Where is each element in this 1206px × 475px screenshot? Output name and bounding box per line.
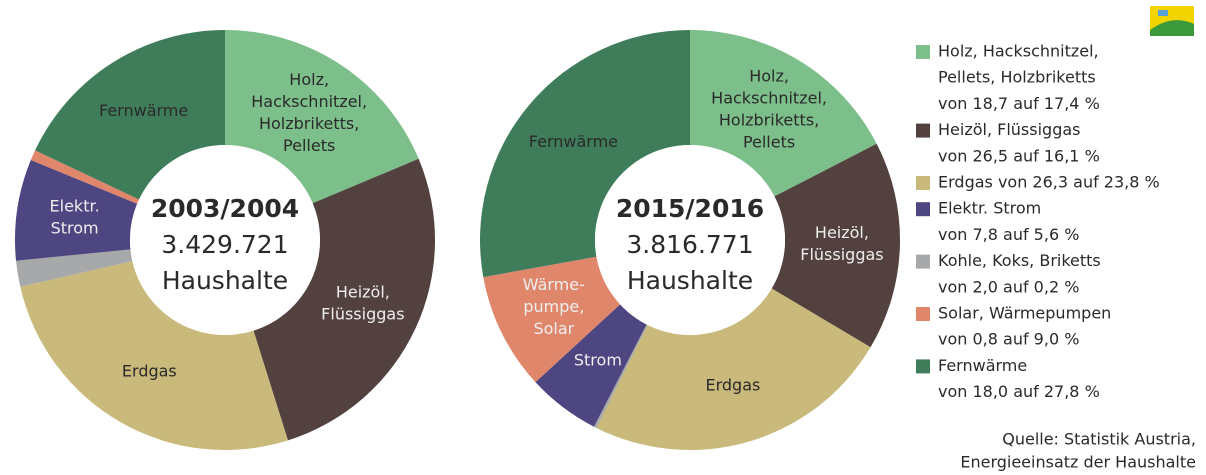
slice-label: Fernwärme bbox=[99, 101, 188, 120]
center-title: 2003/2004 bbox=[151, 194, 299, 223]
slice-label: Pellets bbox=[743, 133, 795, 152]
slice-label: Holzbriketts, bbox=[259, 114, 359, 133]
slice-label: Strom bbox=[574, 350, 622, 369]
legend-swatch bbox=[916, 307, 930, 321]
legend-swatch bbox=[916, 45, 930, 59]
slice-label: Solar bbox=[533, 319, 574, 338]
legend-swatch bbox=[916, 123, 930, 138]
slice-label: Erdgas bbox=[705, 375, 760, 394]
legend-text: von 0,8 auf 9,0 % bbox=[938, 330, 1079, 349]
donut-slice bbox=[253, 158, 436, 441]
legend-text: von 2,0 auf 0,2 % bbox=[938, 277, 1079, 296]
legend-text: Elektr. Strom bbox=[938, 199, 1041, 218]
donut-slice bbox=[15, 160, 138, 261]
center-title: 2015/2016 bbox=[616, 194, 764, 223]
legend-swatch bbox=[916, 202, 930, 217]
slice-label: Hackschnitzel, bbox=[251, 92, 367, 111]
slice-label: Heizöl, bbox=[336, 283, 390, 302]
slice-label: Elektr. bbox=[50, 196, 100, 215]
slice-label: Holz, bbox=[749, 67, 789, 86]
donut-slice bbox=[479, 30, 690, 278]
source: Energieeinsatz der Haushalte bbox=[960, 453, 1196, 472]
legend-text: von 7,8 auf 5,6 % bbox=[938, 225, 1079, 244]
donut-slice bbox=[771, 143, 900, 348]
slice-label: Wärme- bbox=[523, 275, 585, 294]
legend-text: von 26,5 auf 16,1 % bbox=[938, 146, 1100, 165]
legend-text: Heizöl, Flüssiggas bbox=[938, 120, 1080, 139]
slice-label: Holz, bbox=[289, 70, 329, 89]
donut-slice bbox=[30, 150, 140, 204]
legend-swatch bbox=[916, 254, 930, 269]
slice-label: Heizöl, bbox=[815, 223, 869, 242]
legend-text: von 18,0 auf 27,8 % bbox=[938, 382, 1100, 401]
donut-slice bbox=[690, 30, 877, 197]
donut-hole bbox=[595, 145, 785, 335]
slice-label: Flüssiggas bbox=[800, 245, 883, 264]
source: Quelle: Statistik Austria, bbox=[1002, 430, 1196, 449]
donut-slice bbox=[483, 256, 621, 383]
legend-text: von 18,7 auf 17,4 % bbox=[938, 94, 1100, 113]
legend-swatch bbox=[916, 176, 930, 190]
donut-slice bbox=[593, 324, 648, 428]
legend-text: Erdgas von 26,3 auf 23,8 % bbox=[938, 173, 1160, 192]
slice-label: Fernwärme bbox=[529, 132, 618, 151]
donut-slice bbox=[225, 30, 419, 204]
slice-label: Erdgas bbox=[122, 361, 177, 380]
legend-text: Holz, Hackschnitzel, bbox=[938, 42, 1099, 61]
legend-text: Fernwärme bbox=[938, 356, 1027, 375]
slice-label: Strom bbox=[51, 218, 99, 237]
slice-label: Holzbriketts, bbox=[719, 111, 819, 130]
donut-slice bbox=[35, 29, 225, 200]
donut-slice bbox=[20, 261, 288, 450]
legend-text: Pellets, Holzbriketts bbox=[938, 68, 1096, 87]
center-line: 3.429.721 bbox=[161, 230, 288, 259]
center-line: Haushalte bbox=[627, 266, 753, 295]
center-line: Haushalte bbox=[162, 266, 288, 295]
logo bbox=[1150, 6, 1194, 36]
legend-swatch bbox=[916, 359, 930, 374]
slice-label: Hackschnitzel, bbox=[711, 89, 827, 108]
donut-hole bbox=[130, 145, 320, 335]
donut-slice bbox=[596, 288, 871, 451]
legend-text: Kohle, Koks, Briketts bbox=[938, 251, 1101, 270]
legend-text: Solar, Wärmepumpen bbox=[938, 304, 1111, 323]
donut-slice bbox=[535, 304, 647, 427]
slice-label: Flüssiggas bbox=[321, 305, 404, 324]
slice-label: Pellets bbox=[283, 136, 335, 155]
slice-label: pumpe, bbox=[523, 297, 584, 316]
center-line: 3.816.771 bbox=[626, 230, 753, 259]
donut-slice bbox=[16, 249, 133, 287]
